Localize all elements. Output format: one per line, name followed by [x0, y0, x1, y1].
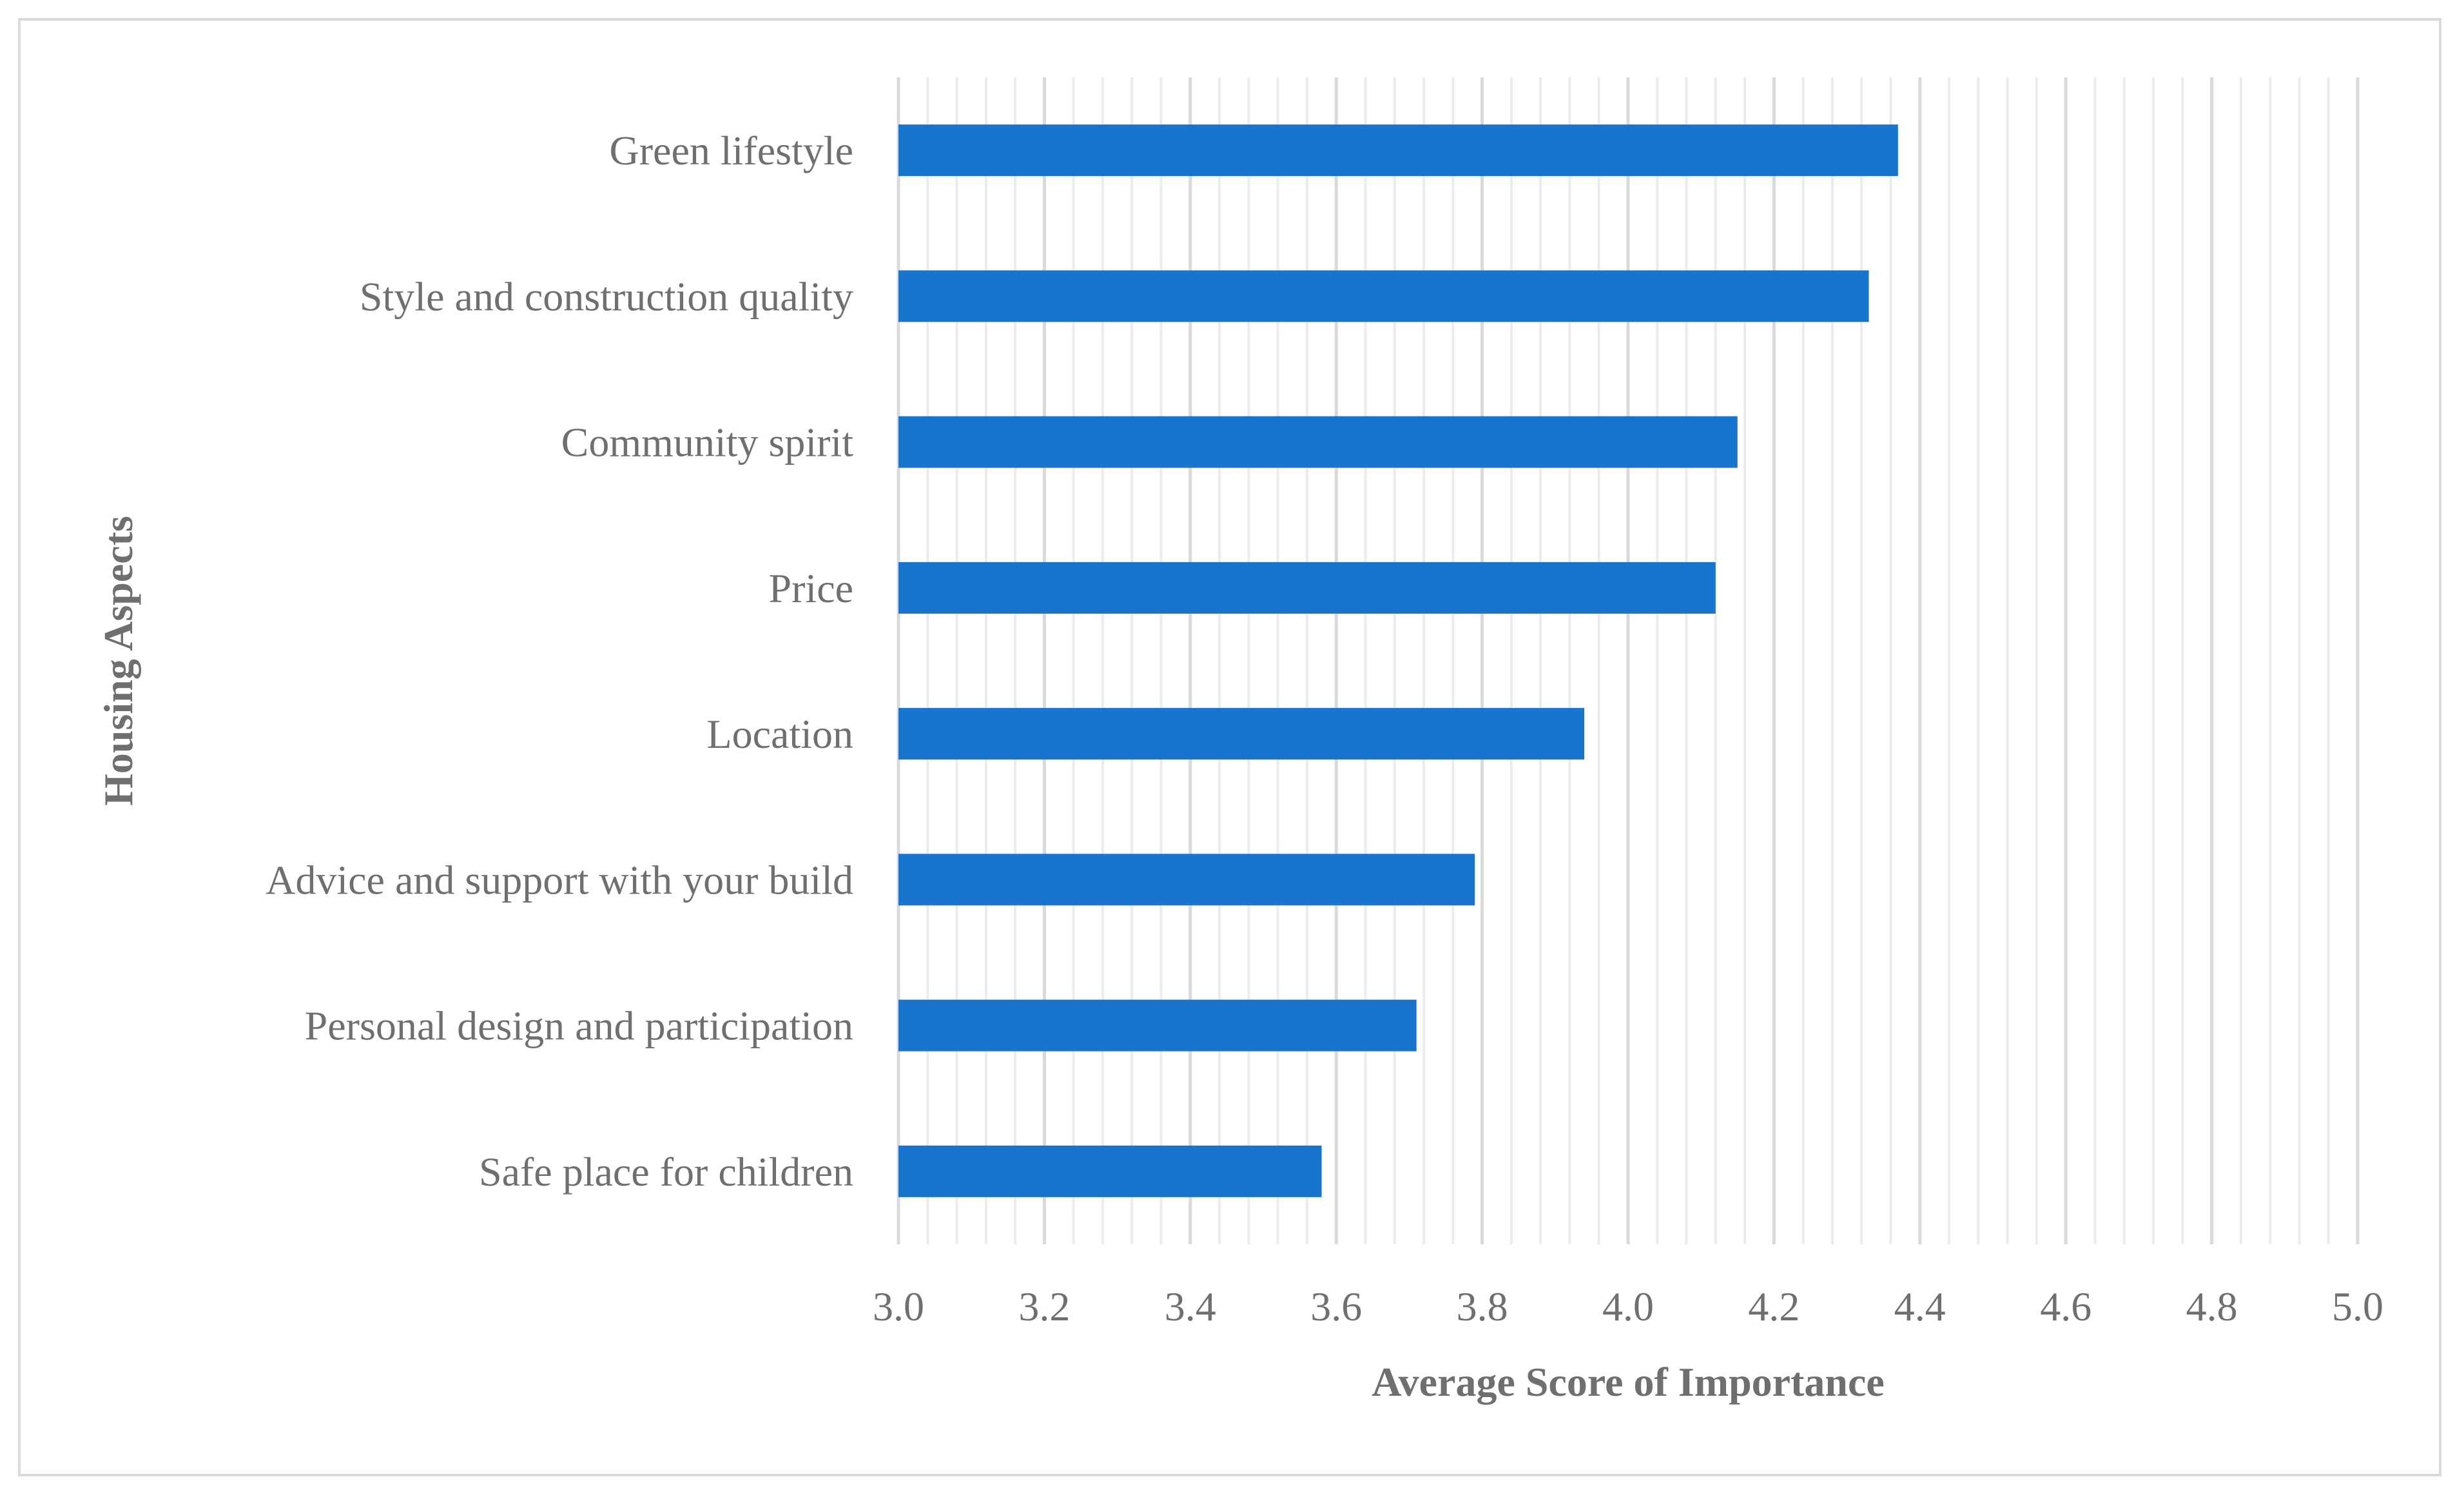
category-label: Personal design and participation [305, 1003, 853, 1049]
x-tick-label: 3.4 [1165, 1284, 1216, 1329]
category-labels: Green lifestyle Style and construction qu… [266, 128, 853, 1195]
x-tick-label: 4.4 [1894, 1284, 1946, 1329]
category-label: Price [769, 565, 854, 611]
category-label: Safe place for children [479, 1149, 853, 1195]
y-axis-title: Housing Aspects [95, 516, 141, 806]
category-label: Advice and support with your build [266, 857, 853, 903]
x-tick-label: 3.6 [1310, 1284, 1362, 1329]
bar-personal-design-and-participation [898, 999, 1417, 1052]
x-tick-label: 4.6 [2040, 1284, 2091, 1329]
x-tick-label: 4.2 [1748, 1284, 1799, 1329]
bars [898, 124, 1898, 1197]
bar-location [898, 708, 1585, 760]
bar-advice-and-support-with-your-build [898, 854, 1475, 906]
gridlines [897, 77, 2360, 1244]
x-tick-labels: 3.0 3.2 3.4 3.6 3.8 4.0 4.2 4.4 4.6 4.8 5.0 [873, 1284, 2383, 1329]
bar-style-and-construction-quality [898, 270, 1869, 322]
x-tick-label: 4.8 [2186, 1284, 2238, 1329]
x-tick-label: 3.8 [1457, 1284, 1508, 1329]
category-label: Location [707, 711, 853, 757]
bar-community-spirit [898, 416, 1738, 468]
x-tick-label: 3.2 [1018, 1284, 1070, 1329]
x-tick-label: 5.0 [2332, 1284, 2383, 1329]
category-label: Green lifestyle [610, 128, 854, 173]
x-tick-label: 3.0 [873, 1284, 924, 1329]
category-label: Community spirit [561, 420, 854, 465]
bar-price [898, 562, 1716, 614]
x-tick-label: 4.0 [1602, 1284, 1654, 1329]
category-label: Style and construction quality [360, 273, 853, 319]
bar-green-lifestyle [898, 124, 1898, 177]
x-axis-title: Average Score of Importance [1372, 1359, 1885, 1405]
bar-safe-place-for-children [898, 1145, 1322, 1197]
